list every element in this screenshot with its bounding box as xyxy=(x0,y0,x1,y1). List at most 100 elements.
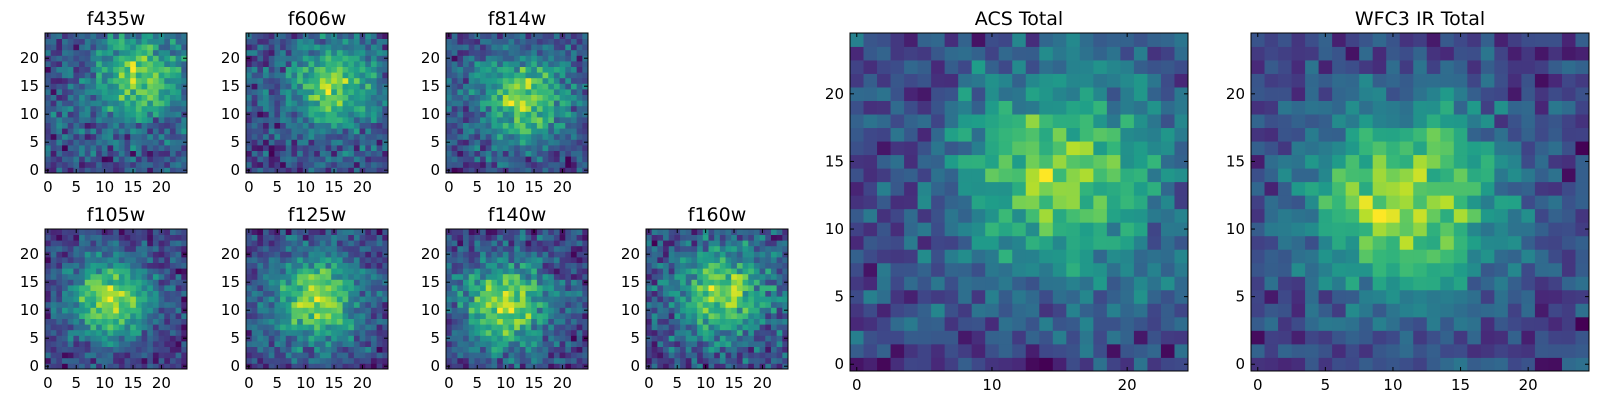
heatmap-cell xyxy=(446,105,453,112)
heatmap-cell xyxy=(548,55,555,62)
heatmap-cell xyxy=(1106,330,1121,345)
heatmap-cell xyxy=(553,329,560,336)
heatmap-cell xyxy=(451,33,458,39)
heatmap-cell xyxy=(84,285,91,291)
heatmap-cell xyxy=(719,296,726,303)
heatmap-cell xyxy=(152,111,159,118)
heatmap-cell xyxy=(576,240,583,247)
heatmap-cell xyxy=(559,111,566,118)
heatmap-cell xyxy=(491,324,498,331)
heatmap-cell xyxy=(542,139,549,146)
heatmap-cell xyxy=(370,111,378,118)
heatmap-cell xyxy=(536,307,543,314)
heatmap-cell xyxy=(118,352,125,359)
heatmap-cell xyxy=(508,145,515,151)
heatmap-cell xyxy=(457,341,464,347)
heatmap-cell xyxy=(96,329,103,336)
heatmap-cell xyxy=(525,77,532,84)
heatmap-cell xyxy=(770,268,778,275)
heatmap-cell xyxy=(485,83,492,90)
heatmap-cell xyxy=(776,285,783,291)
heatmap-cell xyxy=(382,296,389,303)
heatmap-cell xyxy=(73,145,80,151)
heatmap-cell xyxy=(62,72,69,79)
heatmap-cell xyxy=(457,352,464,359)
heatmap-cell xyxy=(124,296,131,303)
heatmap-cell xyxy=(79,329,86,336)
heatmap-cell xyxy=(67,150,74,157)
heatmap-cell xyxy=(101,268,108,275)
heatmap-cell xyxy=(353,296,360,303)
heatmap-cell xyxy=(708,296,715,303)
heatmap-cell xyxy=(319,122,326,129)
heatmap-cell xyxy=(463,335,470,342)
x-tick-label: 0 xyxy=(244,178,254,196)
heatmap-cell xyxy=(651,285,658,291)
heatmap-cell xyxy=(280,296,287,303)
heatmap-cell xyxy=(268,240,275,247)
heatmap-cell xyxy=(291,77,298,84)
heatmap-cell xyxy=(985,330,1000,345)
heatmap-cell xyxy=(890,208,905,223)
heatmap-cell xyxy=(181,66,188,73)
heatmap-cell xyxy=(314,167,321,174)
heatmap-cell xyxy=(169,329,177,336)
heatmap-cell xyxy=(107,346,114,353)
heatmap-cell xyxy=(714,290,721,297)
heatmap-cell xyxy=(553,240,560,247)
heatmap-cell xyxy=(863,208,878,223)
heatmap-cell xyxy=(680,296,687,303)
heatmap-cell xyxy=(164,105,171,112)
heatmap-cell xyxy=(152,229,159,235)
heatmap-cell xyxy=(67,77,74,84)
heatmap-cell xyxy=(175,290,182,297)
heatmap-cell xyxy=(319,167,326,174)
heatmap-cell xyxy=(674,324,681,331)
heatmap-cell xyxy=(697,296,704,303)
heatmap-cell xyxy=(152,324,159,331)
heatmap-cell xyxy=(863,249,878,264)
heatmap-cell xyxy=(531,94,538,101)
heatmap-cell xyxy=(917,289,932,304)
heatmap-cell xyxy=(62,352,69,359)
heatmap-cell xyxy=(67,313,74,319)
heatmap-cell xyxy=(107,105,114,112)
heatmap-cell xyxy=(553,257,560,263)
heatmap-cell xyxy=(331,307,338,314)
heatmap-cell xyxy=(731,307,738,314)
heatmap-cell xyxy=(850,154,864,169)
heatmap-cell xyxy=(582,128,589,135)
heatmap-cell xyxy=(175,257,182,263)
heatmap-cell xyxy=(274,301,281,308)
heatmap-cell xyxy=(263,301,270,308)
heatmap-cell xyxy=(582,262,589,269)
heatmap-cell xyxy=(468,335,475,342)
heatmap-cell xyxy=(319,55,326,62)
heatmap-cell xyxy=(90,301,97,308)
heatmap-cell xyxy=(67,156,74,163)
heatmap-cell xyxy=(84,257,91,263)
heatmap-cell xyxy=(291,150,298,157)
heatmap-cell xyxy=(451,352,458,359)
heatmap-cell xyxy=(570,363,578,370)
heatmap-cell xyxy=(651,262,658,269)
heatmap-cell xyxy=(169,66,177,73)
heatmap-cell xyxy=(251,150,258,157)
heatmap-cell xyxy=(491,279,498,286)
heatmap-cell xyxy=(365,94,372,101)
heatmap-cell xyxy=(246,38,253,45)
heatmap-cell xyxy=(308,66,315,73)
heatmap-cell xyxy=(107,161,114,168)
x-tick-label: 15 xyxy=(324,178,343,196)
heatmap-cell xyxy=(451,128,458,135)
heatmap-cell xyxy=(536,66,543,73)
heatmap-cell xyxy=(917,181,932,196)
heatmap-cell xyxy=(651,335,658,342)
heatmap-cell xyxy=(342,357,349,364)
heatmap-cell xyxy=(1079,316,1094,331)
heatmap-cell xyxy=(96,318,103,325)
heatmap-cell xyxy=(714,352,721,359)
heatmap-cell xyxy=(519,279,526,286)
heatmap-cell xyxy=(50,150,57,157)
heatmap-cell xyxy=(370,156,378,163)
